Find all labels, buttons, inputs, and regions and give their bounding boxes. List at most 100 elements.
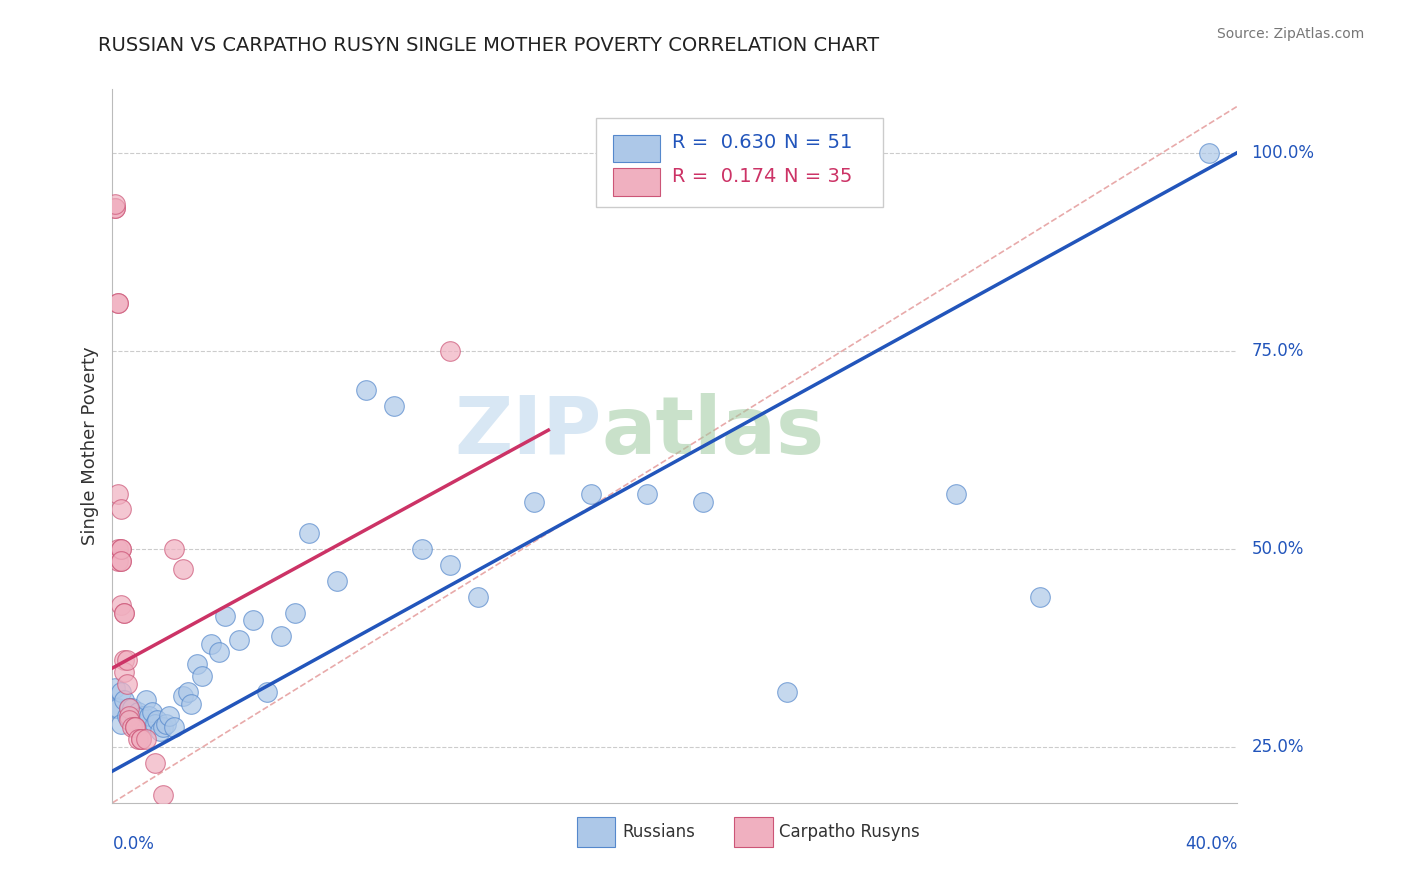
Point [191, 669, 214, 683]
Point [110, 554, 132, 568]
Point [354, 384, 377, 398]
Point [135, 692, 157, 706]
Point [124, 721, 146, 735]
Point [115, 653, 138, 667]
Point [129, 732, 152, 747]
Point [149, 724, 172, 739]
Point [107, 296, 129, 310]
Point [135, 732, 157, 747]
Point [112, 692, 135, 706]
Point [155, 716, 177, 731]
Point [127, 705, 149, 719]
Point [172, 689, 194, 703]
Point [104, 700, 127, 714]
Point [112, 665, 135, 679]
Text: RUSSIAN VS CARPATHO RUSYN SINGLE MOTHER POVERTY CORRELATION CHART: RUSSIAN VS CARPATHO RUSYN SINGLE MOTHER … [98, 36, 880, 54]
Point [256, 685, 278, 699]
Point [152, 788, 174, 802]
Point [118, 700, 141, 714]
Point [270, 629, 292, 643]
Point [180, 697, 202, 711]
Y-axis label: Single Mother Poverty: Single Mother Poverty [80, 347, 98, 545]
Point [104, 197, 127, 211]
Text: ZIP: ZIP [454, 392, 602, 471]
Point [692, 494, 714, 508]
Point [945, 486, 967, 500]
Point [112, 606, 135, 620]
Point [143, 716, 166, 731]
Point [127, 732, 149, 747]
Point [439, 343, 461, 358]
Text: 75.0%: 75.0% [1251, 342, 1303, 359]
Text: N = 51: N = 51 [785, 134, 852, 153]
Text: N = 35: N = 35 [785, 167, 852, 186]
Point [118, 708, 141, 723]
Point [115, 677, 138, 691]
Point [118, 700, 141, 714]
Point [110, 598, 132, 612]
Point [129, 732, 152, 747]
Point [143, 756, 166, 771]
Point [382, 400, 405, 414]
Text: 0.0%: 0.0% [112, 835, 155, 853]
Point [141, 705, 163, 719]
Point [1029, 590, 1052, 604]
Point [579, 486, 602, 500]
Point [112, 606, 135, 620]
Point [110, 716, 132, 731]
Point [1198, 145, 1220, 160]
Point [177, 685, 200, 699]
Point [298, 526, 321, 541]
Text: R =  0.630: R = 0.630 [672, 134, 776, 153]
Point [411, 542, 433, 557]
Point [124, 721, 146, 735]
Point [242, 614, 264, 628]
FancyBboxPatch shape [576, 817, 616, 847]
Point [523, 494, 546, 508]
Point [121, 700, 143, 714]
Point [326, 574, 349, 588]
Point [228, 633, 250, 648]
Point [107, 296, 129, 310]
Point [110, 554, 132, 568]
Text: atlas: atlas [602, 392, 825, 471]
Point [110, 542, 132, 557]
Point [118, 713, 141, 727]
Point [107, 554, 129, 568]
Text: 100.0%: 100.0% [1251, 144, 1315, 161]
FancyBboxPatch shape [596, 118, 883, 207]
Point [138, 708, 160, 723]
Point [124, 713, 146, 727]
Point [214, 609, 236, 624]
Point [284, 606, 307, 620]
FancyBboxPatch shape [613, 169, 661, 195]
Point [152, 721, 174, 735]
Point [112, 653, 135, 667]
Point [110, 502, 132, 516]
Point [208, 645, 231, 659]
Text: 40.0%: 40.0% [1185, 835, 1237, 853]
Point [157, 708, 180, 723]
Point [129, 716, 152, 731]
Point [467, 590, 489, 604]
Point [776, 685, 799, 699]
Point [104, 201, 127, 215]
Point [200, 637, 222, 651]
Point [121, 721, 143, 735]
FancyBboxPatch shape [734, 817, 773, 847]
Text: Source: ZipAtlas.com: Source: ZipAtlas.com [1216, 27, 1364, 41]
Point [104, 681, 127, 695]
Text: Carpatho Rusyns: Carpatho Rusyns [779, 823, 921, 841]
Point [110, 542, 132, 557]
Point [132, 708, 155, 723]
Point [115, 708, 138, 723]
Text: 50.0%: 50.0% [1251, 540, 1303, 558]
Point [107, 486, 129, 500]
Point [107, 542, 129, 557]
Point [172, 562, 194, 576]
Point [163, 721, 186, 735]
Point [107, 700, 129, 714]
Point [110, 685, 132, 699]
Text: 25.0%: 25.0% [1251, 739, 1303, 756]
Point [146, 713, 169, 727]
